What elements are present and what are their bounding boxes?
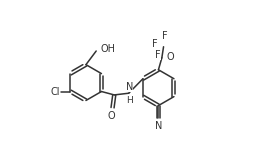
Text: F: F <box>155 50 161 60</box>
Text: Cl: Cl <box>50 87 60 96</box>
Text: H: H <box>126 96 133 105</box>
Text: O: O <box>167 52 175 63</box>
Text: O: O <box>107 112 115 121</box>
Text: OH: OH <box>100 44 115 54</box>
Text: F: F <box>152 39 158 49</box>
Text: F: F <box>162 31 167 41</box>
Text: N: N <box>155 121 162 132</box>
Text: N: N <box>126 82 133 92</box>
